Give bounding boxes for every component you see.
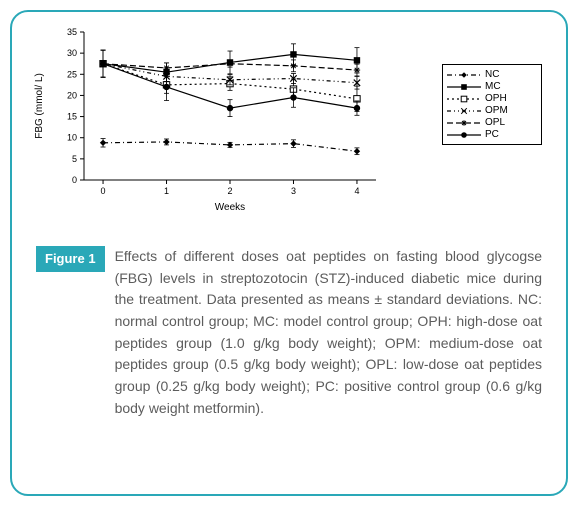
legend-label: OPH	[485, 93, 507, 104]
legend-label: OPM	[485, 105, 508, 116]
legend-label: PC	[485, 129, 499, 140]
legend-item: OPH	[447, 93, 537, 104]
caption-block: Figure 1 Effects of different doses oat …	[30, 246, 548, 420]
chart-legend: NCMCOPHOPMOPLPC	[442, 64, 542, 145]
svg-text:30: 30	[67, 48, 77, 58]
figure-card: 0 5 10 15 20 25 30 35 0 1 2 3 4 Weeks FBG (mmol/ L) NC…	[10, 10, 568, 496]
legend-item: OPL	[447, 117, 537, 128]
figure-caption: Effects of different doses oat peptides …	[115, 246, 542, 420]
legend-item: MC	[447, 81, 537, 92]
chart-area: 0 5 10 15 20 25 30 35 0 1 2 3 4 Weeks FBG (mmol/ L) NC…	[30, 24, 548, 234]
legend-item: OPM	[447, 105, 537, 116]
svg-text:2: 2	[227, 186, 232, 196]
legend-label: OPL	[485, 117, 505, 128]
svg-text:25: 25	[67, 69, 77, 79]
svg-text:10: 10	[67, 133, 77, 143]
figure-label: Figure 1	[36, 246, 105, 272]
legend-item: NC	[447, 69, 537, 80]
svg-text:5: 5	[72, 154, 77, 164]
legend-label: NC	[485, 69, 499, 80]
svg-text:FBG (mmol/ L): FBG (mmol/ L)	[34, 73, 45, 139]
svg-text:3: 3	[291, 186, 296, 196]
svg-text:1: 1	[164, 186, 169, 196]
svg-text:4: 4	[354, 186, 359, 196]
line-chart: 0 5 10 15 20 25 30 35 0 1 2 3 4 Weeks FBG (mmol/ L)	[30, 24, 390, 214]
svg-text:20: 20	[67, 90, 77, 100]
svg-text:0: 0	[101, 186, 106, 196]
svg-text:0: 0	[72, 175, 77, 185]
svg-text:15: 15	[67, 112, 77, 122]
svg-text:35: 35	[67, 27, 77, 37]
legend-label: MC	[485, 81, 501, 92]
svg-text:Weeks: Weeks	[215, 202, 245, 213]
legend-item: PC	[447, 129, 537, 140]
